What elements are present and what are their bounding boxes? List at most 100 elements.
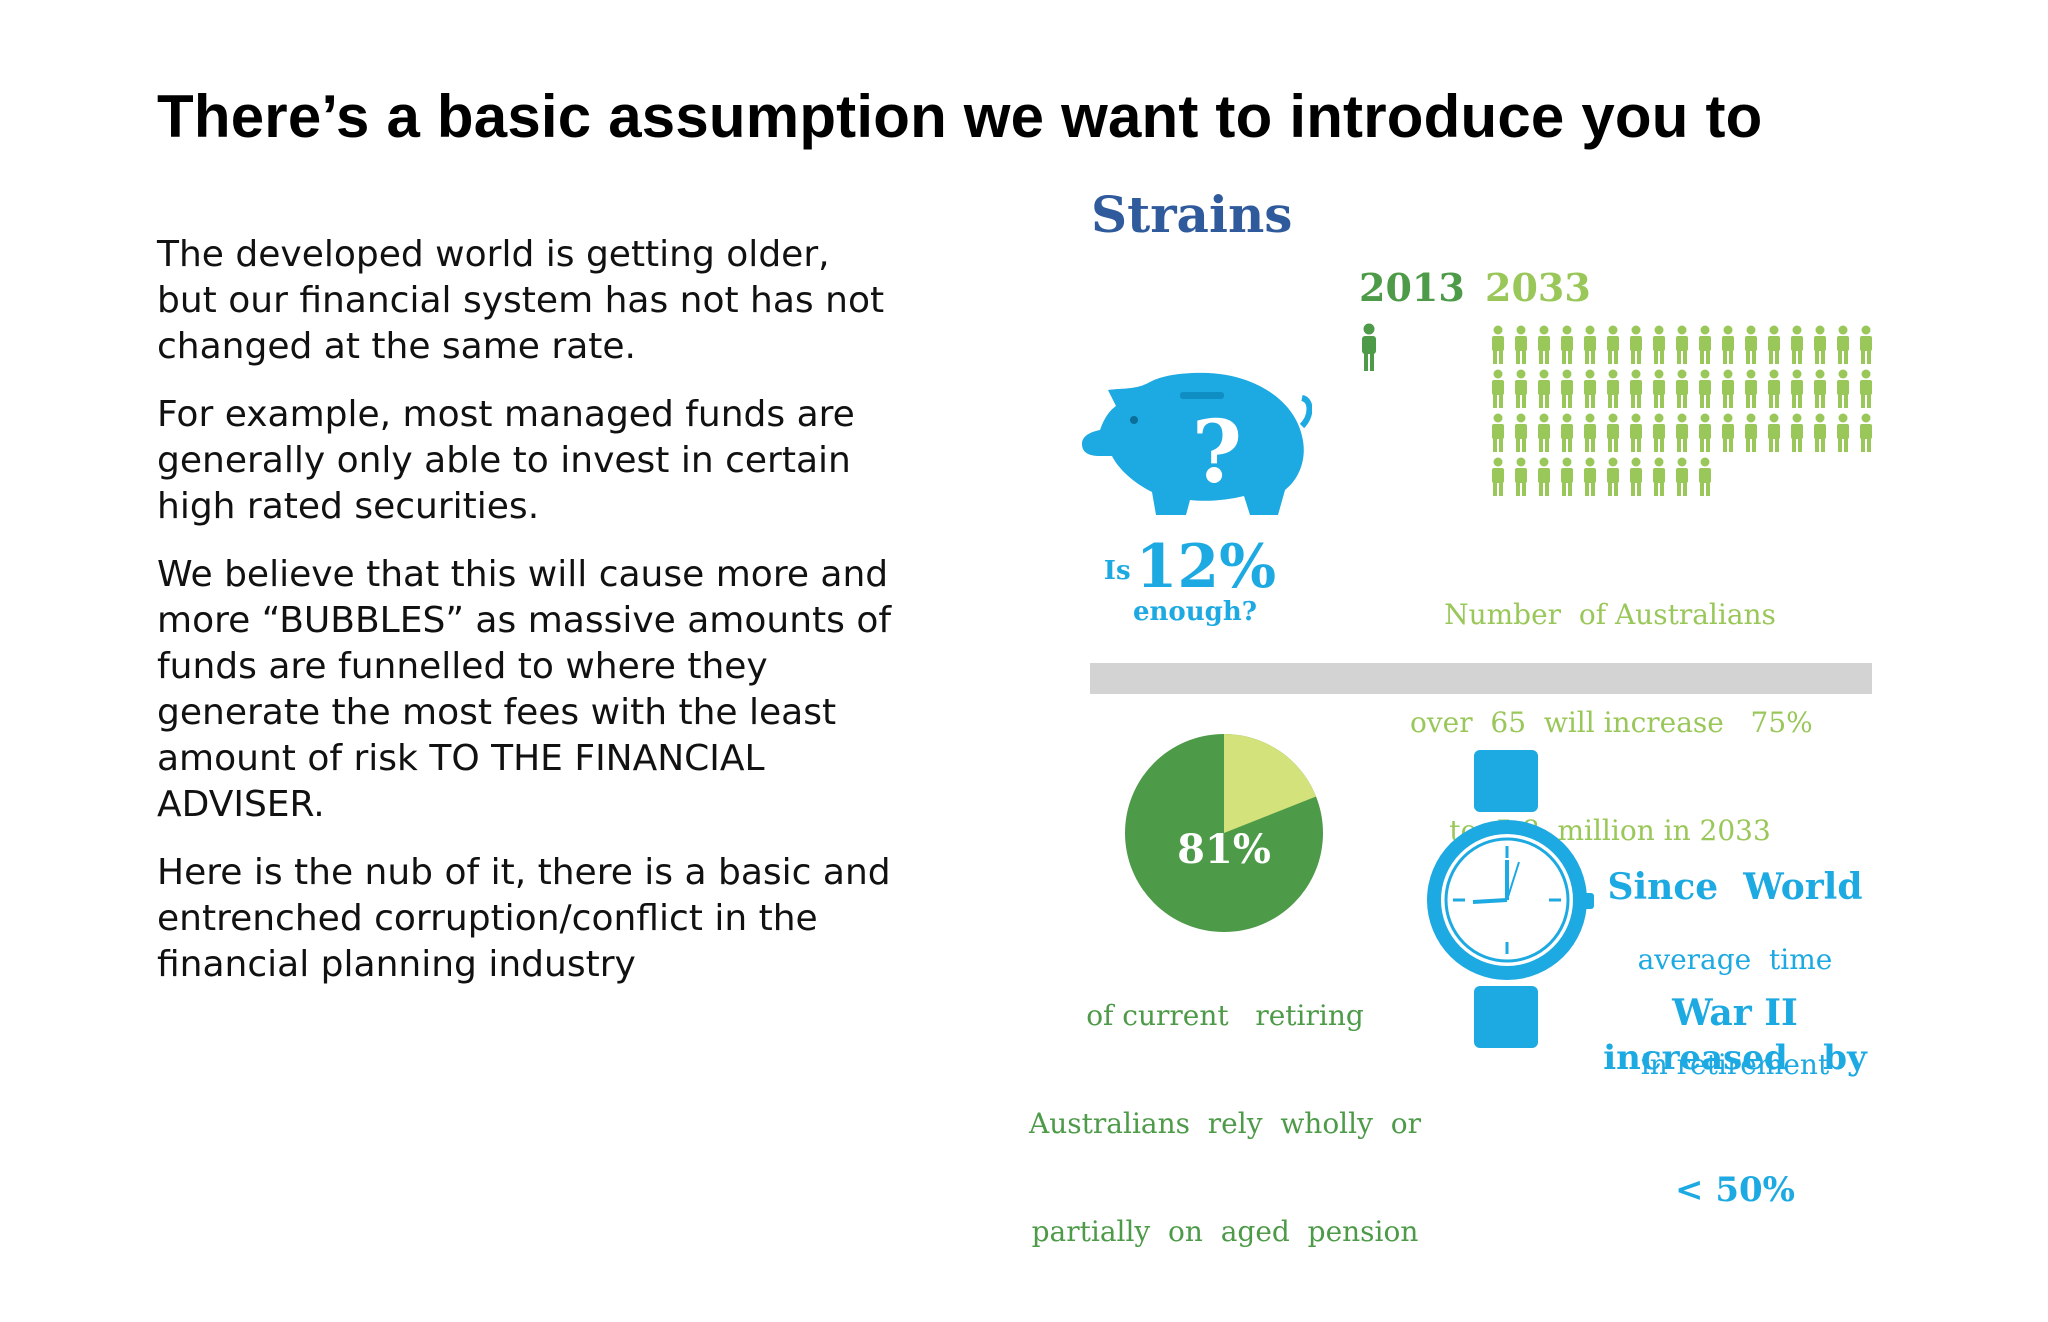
person-icon [1607, 413, 1619, 452]
retirement-sub-line-1: average time [1637, 943, 1833, 976]
person-icon [1722, 369, 1734, 408]
section-divider [1090, 663, 1872, 694]
people-grid-2033 [1487, 323, 1877, 504]
person-icon [1653, 457, 1665, 496]
person-icon [1699, 413, 1711, 452]
person-icon [1515, 457, 1527, 496]
paragraph-3: We believe that this will cause more and… [157, 554, 892, 825]
person-icon [1492, 457, 1504, 496]
population-caption-line-2: over 65 will increase 75% [1410, 706, 1813, 739]
person-icon [1515, 325, 1527, 364]
retirement-sub-line-2: in retirement [1640, 1048, 1830, 1081]
person-icon [1837, 369, 1849, 408]
person-icon [1653, 413, 1665, 452]
person-icon [1607, 369, 1619, 408]
retirement-heading: Since World War II [1585, 782, 1885, 1118]
person-icon [1814, 325, 1826, 364]
retirement-emphasis-line-2: < 50% [1675, 1170, 1795, 1210]
person-icon [1538, 369, 1550, 408]
person-icon [1561, 457, 1573, 496]
person-icon [1607, 325, 1619, 364]
person-icon [1791, 325, 1803, 364]
piggy-bank-icon: ? [1082, 372, 1312, 515]
person-icon [1630, 325, 1642, 364]
person-icon [1768, 325, 1780, 364]
person-icon [1584, 369, 1596, 408]
person-icon [1561, 413, 1573, 452]
pension-caption-line-1: of current retiring [1086, 999, 1364, 1032]
population-caption-line-1: Number of Australians [1444, 598, 1776, 631]
person-icon [1745, 369, 1757, 408]
person-icon [1607, 457, 1619, 496]
person-icon [1561, 369, 1573, 408]
person-icon [1630, 369, 1642, 408]
piggy-caption: Is 12% [1075, 532, 1305, 602]
person-icon [1492, 325, 1504, 364]
person-icon [1676, 413, 1688, 452]
person-icon [1515, 369, 1527, 408]
piggy-suffix: enough? [1132, 597, 1257, 627]
pension-caption-line-3: partially on aged pension [1031, 1215, 1419, 1248]
person-icon [1860, 325, 1872, 364]
person-icon [1653, 325, 1665, 364]
piggy-value: 12% [1135, 532, 1277, 602]
person-icon [1722, 325, 1734, 364]
person-icon [1699, 369, 1711, 408]
slide-body: The developed world is getting older, bu… [157, 232, 897, 1010]
pension-caption-line-2: Australians rely wholly or [1029, 1107, 1421, 1140]
person-icon [1791, 369, 1803, 408]
person-icon [1584, 325, 1596, 364]
person-icon [1538, 413, 1550, 452]
person-icon [1745, 325, 1757, 364]
piggy-question-mark: ? [1192, 402, 1242, 503]
person-icon [1538, 457, 1550, 496]
person-icon [1676, 457, 1688, 496]
people-grid-svg [1492, 325, 1872, 496]
person-icon [1676, 369, 1688, 408]
person-icon [1630, 457, 1642, 496]
person-icon [1768, 413, 1780, 452]
person-icon [1584, 413, 1596, 452]
pension-caption: of current retiring Australians rely who… [1000, 926, 1450, 1322]
person-icon [1676, 325, 1688, 364]
person-icon [1538, 325, 1550, 364]
person-icon [1860, 413, 1872, 452]
person-icon [1699, 457, 1711, 496]
infographic-heading: Strains [1091, 185, 1293, 244]
person-icon [1492, 413, 1504, 452]
person-icon [1722, 413, 1734, 452]
retirement-heading-line-1: Since World [1607, 866, 1863, 908]
pie-percent-label: 81% [1177, 826, 1271, 873]
person-icon [1699, 325, 1711, 364]
paragraph-1: The developed world is getting older, bu… [157, 234, 885, 367]
person-icon-2013 [1362, 323, 1376, 371]
person-icon [1745, 413, 1757, 452]
person-icon [1791, 413, 1803, 452]
person-icon [1584, 457, 1596, 496]
retirement-heading-line-2: War II [1672, 992, 1798, 1034]
person-icon [1768, 369, 1780, 408]
person-icon [1515, 413, 1527, 452]
population-caption: Number of Australians over 65 will incre… [1410, 525, 1813, 921]
year-2013: 2013 [1359, 265, 1465, 310]
person-icon [1492, 369, 1504, 408]
retirement-emphasis: increased by < 50% [1585, 948, 1885, 1300]
piggy-prefix: Is [1103, 556, 1131, 586]
retirement-emphasis-line-1: increased by [1603, 1038, 1867, 1078]
paragraph-4: Here is the nub of it, there is a basic … [157, 852, 891, 985]
person-icon [1561, 325, 1573, 364]
strains-infographic: Strains 2013 2033 [1029, 180, 1895, 1248]
person-icon [1837, 413, 1849, 452]
slide-title: There’s a basic assumption we want to in… [157, 83, 1763, 150]
pension-pie-chart: 81% [1125, 734, 1323, 932]
paragraph-2: For example, most managed funds are gene… [157, 394, 855, 527]
retirement-sub: average time in retirement [1585, 872, 1885, 1152]
pie-slice-other [1224, 734, 1317, 833]
year-2033: 2033 [1485, 265, 1591, 310]
person-icon [1653, 369, 1665, 408]
person-icon [1630, 413, 1642, 452]
person-icon [1814, 369, 1826, 408]
person-icon [1860, 369, 1872, 408]
person-icon [1837, 325, 1849, 364]
person-icon [1814, 413, 1826, 452]
